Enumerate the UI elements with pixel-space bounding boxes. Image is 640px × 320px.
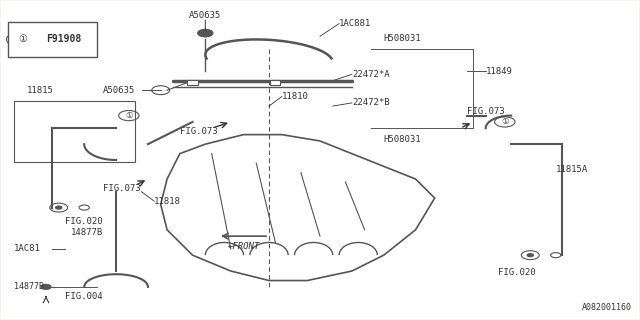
FancyBboxPatch shape bbox=[270, 80, 280, 85]
Text: ←FRONT: ←FRONT bbox=[227, 243, 260, 252]
Text: 14877B: 14877B bbox=[14, 282, 44, 292]
Text: 1AC881: 1AC881 bbox=[339, 19, 371, 28]
Text: 1AC81: 1AC81 bbox=[14, 244, 41, 253]
Text: FIG.073: FIG.073 bbox=[467, 107, 504, 116]
Text: A50635: A50635 bbox=[103, 86, 135, 95]
Text: F91908: F91908 bbox=[46, 35, 81, 44]
Circle shape bbox=[527, 253, 534, 257]
Text: A082001160: A082001160 bbox=[582, 303, 632, 312]
Text: H508031: H508031 bbox=[384, 135, 421, 144]
Text: H508031: H508031 bbox=[384, 34, 421, 43]
Text: FIG.020: FIG.020 bbox=[65, 217, 103, 226]
Text: ①: ① bbox=[125, 111, 132, 120]
FancyBboxPatch shape bbox=[188, 80, 198, 85]
Text: ①: ① bbox=[18, 35, 27, 44]
Text: FIG.073: FIG.073 bbox=[180, 127, 218, 136]
Text: ①: ① bbox=[501, 117, 509, 126]
Text: 11810: 11810 bbox=[282, 92, 308, 101]
Text: 11815A: 11815A bbox=[556, 165, 588, 174]
Circle shape bbox=[41, 284, 51, 289]
Text: 22472*A: 22472*A bbox=[352, 70, 390, 79]
FancyBboxPatch shape bbox=[8, 22, 97, 57]
Circle shape bbox=[56, 206, 62, 209]
Text: FIG.020: FIG.020 bbox=[499, 268, 536, 277]
Circle shape bbox=[198, 29, 213, 37]
Text: 22472*B: 22472*B bbox=[352, 99, 390, 108]
Text: 11818: 11818 bbox=[154, 197, 181, 206]
Text: FIG.073: FIG.073 bbox=[103, 184, 141, 193]
Text: 14877B: 14877B bbox=[71, 228, 103, 237]
Text: A50635: A50635 bbox=[189, 12, 221, 20]
Text: FIG.004: FIG.004 bbox=[65, 292, 103, 301]
Text: 11849: 11849 bbox=[486, 67, 513, 76]
Text: 11815: 11815 bbox=[27, 86, 54, 95]
